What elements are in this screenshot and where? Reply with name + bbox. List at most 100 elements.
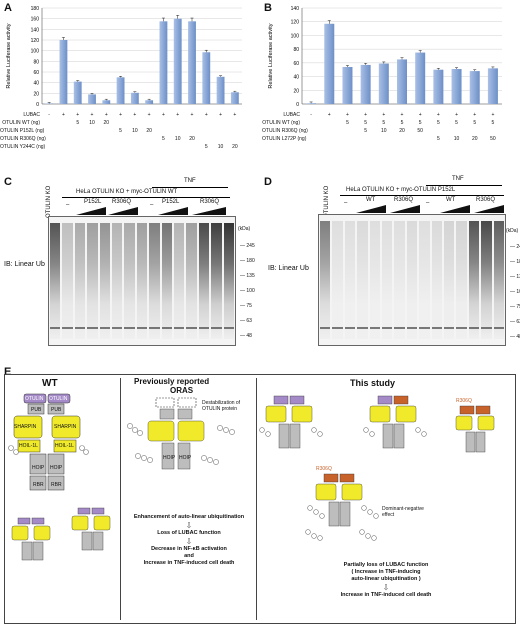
condition-cell: 5	[455, 120, 458, 126]
condition-cell: 10	[132, 128, 138, 134]
flow-step: ( Increase in TNF-inducing	[351, 569, 421, 575]
condition-cell: 20	[103, 120, 110, 126]
blot-band-48kda	[456, 327, 467, 329]
panel-c-group1-a: P152L	[84, 199, 102, 205]
rbr-block-right	[47, 475, 65, 491]
blot-lane	[382, 221, 393, 339]
chart-a-bar	[216, 76, 225, 104]
condition-cell: +	[133, 112, 137, 118]
blot-lane	[112, 223, 123, 339]
blot-band-48kda	[74, 327, 86, 329]
panel-d-group1-a: WT	[366, 197, 376, 203]
mw-marker: — 135	[240, 273, 255, 279]
condition-cell: 5	[491, 120, 495, 126]
wt-otulin-label-right: OTULIN	[49, 396, 68, 402]
panel-e-letter: E	[4, 366, 12, 378]
mw-marker: — 100	[240, 288, 255, 294]
chart-b-ytick: 120	[291, 20, 300, 26]
chart-b-bar	[487, 68, 498, 104]
condition-cell: +	[204, 112, 208, 118]
mw-marker: — 48	[240, 333, 252, 339]
condition-cell: +	[90, 112, 94, 118]
blot-lane	[369, 221, 380, 339]
blot-band-48kda	[87, 327, 98, 329]
panel-c-ib-label: IB: Linear Ub	[4, 261, 45, 268]
flow-step: auto-linear ubiquitination )	[351, 576, 421, 582]
wt-complex-large	[8, 393, 89, 491]
panel-e-col2-title-2: ORAS	[170, 386, 194, 395]
blot-band-48kda	[332, 327, 343, 329]
panel-d-dash-2: –	[426, 200, 430, 206]
condition-cell: 5	[162, 136, 165, 142]
panel-c-group2-b: R306Q	[200, 199, 220, 205]
mw-marker: — 245	[510, 244, 520, 250]
flow-step: Decrease in NF-κB activation	[151, 546, 227, 552]
blot-band-48kda	[50, 327, 61, 329]
study-complex-4	[305, 473, 379, 541]
mw-marker: — 245	[240, 243, 255, 249]
blot-band-48kda	[186, 327, 197, 329]
blot-lane	[332, 221, 343, 339]
mw-marker: — 63	[510, 319, 520, 325]
chart-b-ytick: 80	[293, 47, 299, 53]
condition-cell: +	[147, 112, 151, 118]
condition-cell: +	[119, 112, 123, 118]
chart-b-ytick: 60	[293, 61, 299, 67]
condition-cell: 5	[204, 144, 208, 150]
blot-band-48kda	[62, 327, 73, 329]
chart-a-ytick: 140	[31, 27, 40, 33]
panel-e-wt-diagram	[8, 393, 111, 561]
condition-cell: +	[76, 112, 80, 118]
sharpin-block-left	[13, 415, 43, 439]
oras-destab-note-2: OTULIN protein	[202, 406, 238, 412]
condition-cell: 50	[417, 128, 423, 134]
blot-lane	[62, 223, 73, 339]
blot-band-48kda	[357, 327, 368, 329]
panel-c-group2-a: R306Q	[112, 199, 132, 205]
panel-a-letter: A	[4, 2, 12, 14]
blot-band-48kda	[369, 327, 380, 329]
blot-lane	[357, 221, 368, 339]
blot-band-48kda	[468, 327, 480, 329]
oras-steps: Enhancement of auto-linear ubiquitinatio…	[122, 514, 256, 567]
blot-lane	[87, 223, 98, 339]
blot-lane	[419, 221, 430, 339]
condition-cell: 20	[471, 136, 478, 142]
oras-destab-note-1: Destabilization of	[202, 400, 241, 406]
blot-band-48kda	[124, 327, 135, 329]
panel-a-table: LUBAC - + + + + + + + + + + + + + OTULIN WT (ng) 5 10 20 OT…	[0, 112, 250, 172]
panel-b-table: LUBAC - + + + + + + + + + + OTULIN WT (ng) 5 5 5 5 5 5 5 5 5 O…	[262, 112, 512, 164]
chart-a-bar	[145, 100, 154, 104]
blot-band-48kda	[344, 327, 356, 329]
condition-cell: -	[48, 112, 50, 118]
blot-band-48kda	[406, 327, 418, 329]
oras-hoip-label-2: HOIP	[179, 455, 192, 461]
condition-cell: +	[161, 112, 165, 118]
panel-c-cell-line-bar	[62, 197, 230, 198]
chart-a-ytick: 80	[33, 59, 39, 65]
condition-row-label: LUBAC	[23, 112, 40, 118]
blot-lane	[99, 223, 110, 339]
chart-a-ytick: 20	[33, 91, 39, 97]
blot-band-48kda	[481, 327, 492, 329]
condition-cell: 10	[217, 144, 224, 150]
condition-cell: +	[382, 112, 386, 118]
condition-cell: 5	[364, 120, 368, 126]
blot-lane	[344, 221, 356, 339]
chart-a-bar	[116, 77, 125, 104]
panel-d-group2-a: R306Q	[394, 197, 414, 203]
mw-marker: — 180	[240, 258, 255, 264]
condition-row-label: OTULIN WT (ng)	[262, 120, 300, 126]
blot-band-48kda	[112, 327, 123, 329]
chart-a-bar	[159, 21, 168, 104]
chart-a-bar	[45, 103, 54, 104]
panel-d-dash-1: –	[344, 200, 348, 206]
blot-lane	[174, 223, 185, 339]
condition-cell: +	[400, 112, 404, 118]
blot-lane	[161, 223, 172, 339]
wt-hoip-label-right: HOIP	[50, 465, 63, 471]
condition-cell: 5	[76, 120, 80, 126]
chart-b-bar	[324, 23, 335, 104]
blot-band-48kda	[444, 327, 455, 329]
condition-cell: 5	[364, 128, 368, 134]
